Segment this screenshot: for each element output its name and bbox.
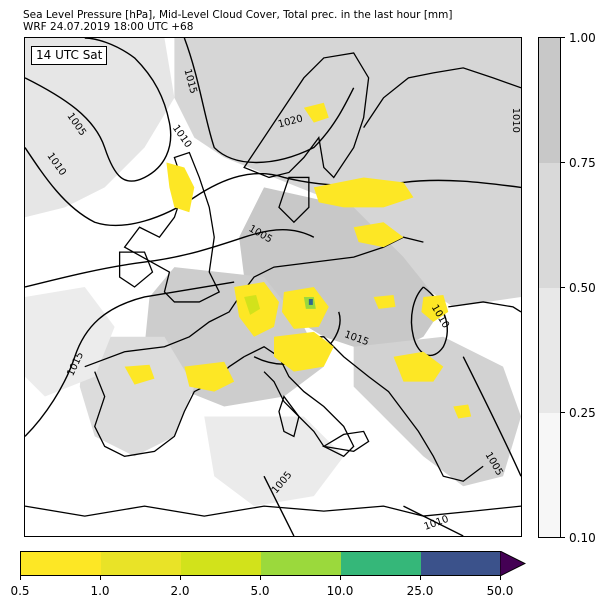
precip-tick-label: 0.5 <box>10 584 30 598</box>
precip-tick-label: 10.0 <box>326 584 354 598</box>
cloud-seg-0 <box>539 413 560 537</box>
precip-seg-1 <box>101 552 181 575</box>
precip-seg-4 <box>341 552 421 575</box>
precip-tick <box>20 576 21 580</box>
cloud-tick <box>561 162 565 163</box>
precip-tick-label: 25.0 <box>406 584 434 598</box>
title-line-2: WRF 24.07.2019 18:00 UTC +68 <box>23 21 194 33</box>
precip-tick <box>340 576 341 580</box>
precip-tick <box>500 576 501 580</box>
cloud-seg-2 <box>539 163 560 288</box>
precip-tick <box>260 576 261 580</box>
precip-tick-label: 2.0 <box>170 584 190 598</box>
precip-seg-3 <box>261 552 341 575</box>
precip-tick <box>100 576 101 580</box>
precip-tick-label: 5.0 <box>250 584 270 598</box>
precip-tick-label: 1.0 <box>90 584 110 598</box>
title-line-1: Sea Level Pressure [hPa], Mid-Level Clou… <box>23 9 453 21</box>
precip-tick <box>420 576 421 580</box>
precip-seg-5 <box>421 552 501 575</box>
cloud-seg-1 <box>539 288 560 413</box>
cloud-tick <box>561 37 565 38</box>
cloud-tick <box>561 412 565 413</box>
cloud-tick <box>561 537 565 538</box>
cloud-tick-label: 0.50 <box>569 281 596 295</box>
cloud-tick-label: 0.10 <box>569 531 596 545</box>
precipitation-layer <box>124 102 472 419</box>
cloud-cover-colorbar <box>538 37 561 538</box>
isobar-label: 1010 <box>423 514 451 533</box>
precip-seg-2 <box>181 552 261 575</box>
cloud-tick <box>561 287 565 288</box>
chart-title: Sea Level Pressure [hPa], Mid-Level Clou… <box>23 9 453 33</box>
cloud-seg-3 <box>539 38 560 163</box>
cloud-tick-label: 0.75 <box>569 156 596 170</box>
precip-extend-arrow <box>500 551 526 576</box>
map-canvas: 1005 1010 1015 1010 1020 1005 1010 1015 … <box>25 38 521 536</box>
precip-seg-0 <box>21 552 101 575</box>
weather-map: 1005 1010 1015 1010 1020 1005 1010 1015 … <box>24 37 522 537</box>
cloud-tick-label: 1.00 <box>569 31 596 45</box>
precip-tick-label: 50.0 <box>486 584 514 598</box>
precipitation-colorbar <box>20 551 501 576</box>
cloud-tick-label: 0.25 <box>569 406 596 420</box>
precip-tick <box>180 576 181 580</box>
valid-time-label: 14 UTC Sat <box>31 46 108 65</box>
isobar-label: 1010 <box>510 108 521 133</box>
